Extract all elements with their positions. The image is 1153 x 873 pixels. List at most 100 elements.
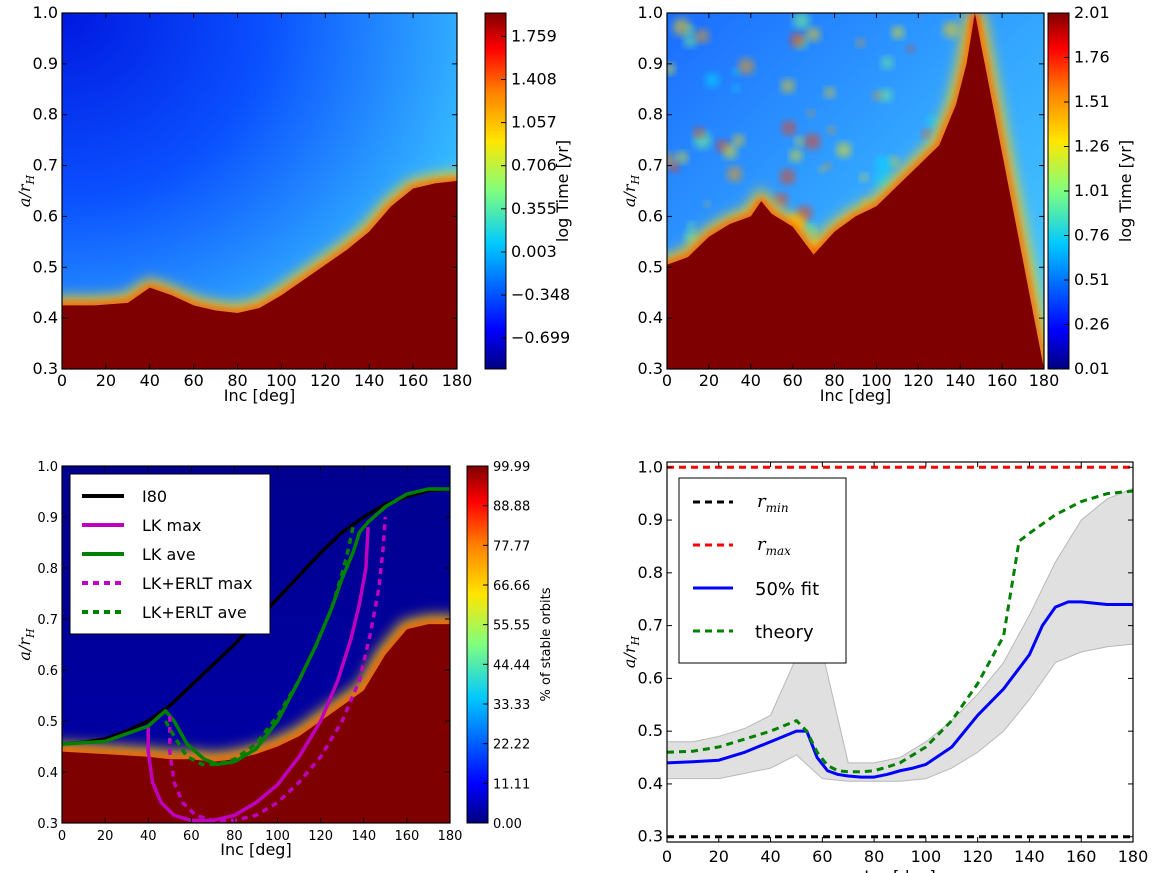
plot-frame xyxy=(666,461,1134,843)
x-tick-label: 100 xyxy=(265,829,290,844)
y-axis-title: a/rH xyxy=(15,175,37,208)
x-tick-label: 0 xyxy=(58,829,66,844)
x-tick-label: 40 xyxy=(760,847,780,866)
colorbar: 0.01 0.26 0.51 0.76 1.01 1.26 1.51 1.76 2.01 log … xyxy=(1047,3,1135,378)
x-axis-title: Inc [deg] xyxy=(224,386,295,405)
colorbar-tick-label: 55.55 xyxy=(493,619,530,634)
y-tick-label: 0.9 xyxy=(638,510,663,529)
colorbar-tick-label: 0.003 xyxy=(511,242,557,261)
y-tick-label: 1.0 xyxy=(33,3,58,22)
y-tick-label: 0.4 xyxy=(638,308,663,327)
y-tick-label: 0.8 xyxy=(33,105,58,124)
legend-label: LK max xyxy=(142,516,201,535)
chart-panel-1: 0 20 40 60 80 100 120 140 160 1800.30.40.50.60.70… xyxy=(15,3,572,405)
colorbar-tick-label: 33.33 xyxy=(493,698,530,713)
y-tick-label: 0.3 xyxy=(638,827,663,846)
x-tick-label: 20 xyxy=(709,847,729,866)
y-axis-title: a/rH xyxy=(620,175,642,208)
x-tick-label: 140 xyxy=(945,371,976,390)
x-tick-label: 100 xyxy=(266,371,297,390)
y-tick-label: 0.6 xyxy=(638,206,663,225)
x-tick-label: 80 xyxy=(864,847,884,866)
x-tick-label: 140 xyxy=(1014,847,1045,866)
y-tick-label: 0.9 xyxy=(37,511,58,526)
colorbar-tick-label: 2.01 xyxy=(1074,3,1110,22)
x-tick-label: 20 xyxy=(97,829,114,844)
x-axis-title: Inc [deg] xyxy=(220,840,291,859)
y-tick-label: 0.8 xyxy=(638,105,663,124)
colorbar-title: log Time [yr] xyxy=(1116,140,1135,242)
x-tick-label: 160 xyxy=(394,829,419,844)
plot-area xyxy=(62,13,457,369)
y-tick-label: 1.0 xyxy=(638,3,663,22)
x-tick-label: 20 xyxy=(699,371,719,390)
colorbar-gradient xyxy=(466,465,489,824)
y-tick-label: 0.4 xyxy=(33,308,58,327)
colorbar-tick-label: −0.699 xyxy=(511,328,570,347)
legend-label: rmin xyxy=(757,491,789,515)
colorbar-tick-label: 0.355 xyxy=(511,199,557,218)
x-tick-label: 80 xyxy=(824,371,844,390)
y-tick-label: 0.5 xyxy=(638,257,663,276)
x-tick-label: 120 xyxy=(310,371,341,390)
colorbar-tick-label: 66.66 xyxy=(493,579,530,594)
colorbar-tick-label: 1.01 xyxy=(1074,181,1110,200)
y-tick-label: 0.6 xyxy=(638,668,663,687)
legend: rmin rmax 50% fit theory xyxy=(678,477,847,664)
stable-region xyxy=(62,624,450,823)
chart-panel-4: 0 20 40 60 80 100 120 140 160 180 0.3 0.4 0.5 0.6 0.7 0… xyxy=(620,457,1148,873)
y-tick-label: 0.4 xyxy=(638,774,663,793)
x-tick-label: 80 xyxy=(227,371,247,390)
confidence-band xyxy=(667,487,1133,782)
colorbar-tick-label: 1.51 xyxy=(1074,92,1110,111)
x-axis-title: Inc [deg] xyxy=(820,386,891,405)
colorbar-tick-label: 1.759 xyxy=(511,26,557,45)
series-line-4 xyxy=(667,489,1133,774)
x-tick-label: 100 xyxy=(911,847,942,866)
x-tick-label: 0 xyxy=(57,371,67,390)
chart-panel-2: 0 20 40 60 80 100 120 140 160 180 0.3 0.4 0.5 0.6 0.7 0… xyxy=(620,3,1135,405)
plot-frame xyxy=(61,12,458,370)
y-tick-label: 1.0 xyxy=(638,457,663,476)
y-tick-label: 0.3 xyxy=(37,817,58,832)
y-tick-label: 0.4 xyxy=(37,766,58,781)
y-tick-label: 0.6 xyxy=(37,664,58,679)
x-tick-label: 180 xyxy=(438,829,463,844)
stable-region xyxy=(667,13,1044,369)
x-tick-label: 80 xyxy=(226,829,243,844)
colorbar-tick-label: 88.88 xyxy=(493,500,530,515)
x-tick-label: 120 xyxy=(962,847,993,866)
y-tick-label: 0.5 xyxy=(37,715,58,730)
y-tick-label: 0.7 xyxy=(37,613,58,628)
y-tick-label: 0.7 xyxy=(638,156,663,175)
x-tick-label: 160 xyxy=(398,371,429,390)
colorbar-tick-label: 1.057 xyxy=(511,113,557,132)
series-line-3 xyxy=(667,600,1133,779)
y-tick-label: 0.7 xyxy=(33,156,58,175)
y-tick-label: 0.9 xyxy=(33,54,58,73)
y-tick-label: 0.3 xyxy=(638,359,663,378)
colorbar-tick-label: 1.26 xyxy=(1074,137,1110,156)
x-tick-label: 60 xyxy=(183,371,203,390)
x-tick-label: 60 xyxy=(812,847,832,866)
legend-label: theory xyxy=(755,622,814,643)
x-tick-label: 60 xyxy=(782,371,802,390)
x-tick-label: 0 xyxy=(662,371,672,390)
chart-panel-3: 0 20 40 60 80 100 120 140 160 180 0.3 0.4 0.5 0.6 0.7 0… xyxy=(15,460,554,859)
y-tick-label: 0.3 xyxy=(33,359,58,378)
x-tick-label: 180 xyxy=(1118,847,1149,866)
y-tick-label: 0.8 xyxy=(37,562,58,577)
x-tick-label: 40 xyxy=(140,371,160,390)
stable-region xyxy=(62,180,457,369)
colorbar-tick-label: 22.22 xyxy=(493,738,530,753)
x-tick-label: 100 xyxy=(861,371,892,390)
x-tick-label: 180 xyxy=(1029,371,1060,390)
y-axis-title: a/rH xyxy=(15,628,37,661)
series-line-2 xyxy=(146,527,370,823)
x-tick-label: 120 xyxy=(903,371,934,390)
colorbar-gradient xyxy=(484,12,507,370)
plot-frame xyxy=(61,465,451,824)
legend-label: 50% fit xyxy=(755,579,819,600)
x-tick-label: 60 xyxy=(183,829,200,844)
